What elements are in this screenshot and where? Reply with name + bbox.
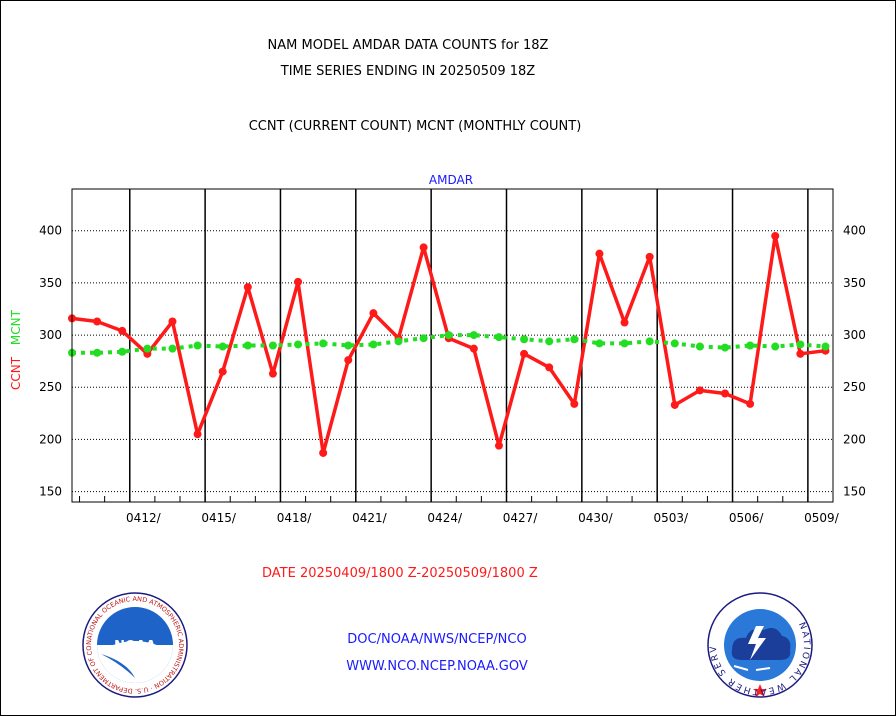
x-tick-label: 0424/ xyxy=(427,511,463,525)
data-point-ccnt xyxy=(721,389,730,398)
data-point-ccnt xyxy=(695,386,704,395)
series-layer xyxy=(68,231,830,457)
data-point-mcnt xyxy=(369,340,378,349)
data-point-mcnt xyxy=(168,344,177,353)
data-point-mcnt xyxy=(721,343,730,352)
data-point-ccnt xyxy=(344,356,353,365)
data-point-mcnt xyxy=(118,347,127,356)
series-line-ccnt xyxy=(71,234,826,455)
y-tick-label-right: 150 xyxy=(843,485,866,499)
data-point-mcnt xyxy=(419,334,428,343)
data-point-mcnt xyxy=(294,340,303,349)
data-point-ccnt xyxy=(645,252,654,261)
data-point-mcnt xyxy=(746,341,755,350)
data-point-ccnt xyxy=(419,243,428,252)
data-point-mcnt xyxy=(570,335,579,344)
chart-subtitle: CCNT (CURRENT COUNT) MCNT (MONTHLY COUNT… xyxy=(248,119,582,134)
data-point-ccnt xyxy=(319,448,328,457)
website-label: WWW.NCO.NCEP.NOAA.GOV xyxy=(346,659,528,674)
x-tick-label: 0412/ xyxy=(126,511,162,525)
x-tick-label: 0509/ xyxy=(804,511,840,525)
date-range-label: DATE 20250409/1800 Z-20250509/1800 Z xyxy=(262,566,538,581)
data-point-ccnt xyxy=(193,430,202,439)
y-tick-label-right: 400 xyxy=(843,224,866,238)
data-point-mcnt xyxy=(821,342,830,351)
y-tick-label-left: 250 xyxy=(39,380,62,394)
data-point-mcnt xyxy=(620,339,629,348)
x-tick-label: 0427/ xyxy=(503,511,539,525)
data-point-mcnt xyxy=(595,339,604,348)
data-point-mcnt xyxy=(319,339,328,348)
data-point-mcnt xyxy=(645,337,654,346)
data-point-mcnt xyxy=(520,335,529,344)
agency-label: DOC/NOAA/NWS/NCEP/NCO xyxy=(347,632,527,647)
data-point-mcnt xyxy=(193,341,202,350)
y-axis-label: CCNT MCNT xyxy=(9,309,23,390)
data-point-mcnt xyxy=(771,342,780,351)
noaa-logo-text: NOAA xyxy=(114,639,156,654)
axis-layer: 150 150 200 200 250 250 300 300 350 350 400 400 0412… xyxy=(39,188,866,525)
data-point-ccnt xyxy=(746,399,755,408)
data-point-ccnt xyxy=(294,277,303,286)
data-point-ccnt xyxy=(268,369,277,378)
data-point-ccnt xyxy=(494,441,503,450)
data-point-mcnt xyxy=(444,331,453,340)
x-tick-label: 0506/ xyxy=(729,511,765,525)
y-axis-label-mcnt: MCNT xyxy=(9,309,23,345)
chart-title-line2: TIME SERIES ENDING IN 20250509 18Z xyxy=(280,64,536,79)
data-point-ccnt xyxy=(93,317,102,326)
plot-border xyxy=(71,188,834,503)
y-axis-label-ccnt: CCNT xyxy=(9,356,23,390)
x-tick-label: 0418/ xyxy=(277,511,313,525)
data-point-mcnt xyxy=(469,331,478,340)
data-point-ccnt xyxy=(218,367,227,376)
y-tick-label-left: 300 xyxy=(39,328,62,342)
data-point-ccnt xyxy=(545,363,554,372)
data-point-mcnt xyxy=(218,342,227,351)
x-tick-label: 0430/ xyxy=(578,511,614,525)
data-point-ccnt xyxy=(670,400,679,409)
data-point-ccnt xyxy=(118,326,127,335)
chart-title-line1: NAM MODEL AMDAR DATA COUNTS for 18Z xyxy=(267,38,549,53)
data-point-mcnt xyxy=(494,333,503,342)
data-point-ccnt xyxy=(243,283,252,292)
y-tick-label-right: 350 xyxy=(843,276,866,290)
y-tick-label-left: 200 xyxy=(39,432,62,446)
y-tick-label-left: 350 xyxy=(39,276,62,290)
data-point-ccnt xyxy=(369,309,378,318)
data-point-mcnt xyxy=(670,339,679,348)
data-point-mcnt xyxy=(268,341,277,350)
data-point-ccnt xyxy=(595,249,604,258)
data-point-ccnt xyxy=(620,318,629,327)
y-tick-label-left: 150 xyxy=(39,485,62,499)
x-tick-label: 0503/ xyxy=(653,511,689,525)
panel-title: AMDAR xyxy=(429,173,473,187)
data-point-mcnt xyxy=(695,342,704,351)
y-tick-label-right: 250 xyxy=(843,380,866,394)
x-tick-label: 0415/ xyxy=(201,511,237,525)
data-point-mcnt xyxy=(344,341,353,350)
data-point-mcnt xyxy=(394,337,403,346)
data-point-ccnt xyxy=(168,317,177,326)
y-tick-label-right: 200 xyxy=(843,432,866,446)
data-point-ccnt xyxy=(570,399,579,408)
y-tick-label-left: 400 xyxy=(39,224,62,238)
national-weather-service-logo-icon: NATIONAL WEATHER SERVICE xyxy=(706,592,813,698)
data-point-mcnt xyxy=(143,344,152,353)
data-point-ccnt xyxy=(469,344,478,353)
y-tick-label-right: 300 xyxy=(843,328,866,342)
data-point-mcnt xyxy=(93,348,102,357)
data-point-ccnt xyxy=(796,349,805,358)
x-tick-label: 0421/ xyxy=(352,511,388,525)
data-point-ccnt xyxy=(771,231,780,240)
data-point-mcnt xyxy=(796,340,805,349)
data-point-mcnt xyxy=(243,341,252,350)
noaa-logo-icon: NOAA NATIONAL OCEANIC AND ATMOSPHERIC AD… xyxy=(81,592,188,698)
data-point-ccnt xyxy=(520,349,529,358)
data-point-mcnt xyxy=(545,337,554,346)
